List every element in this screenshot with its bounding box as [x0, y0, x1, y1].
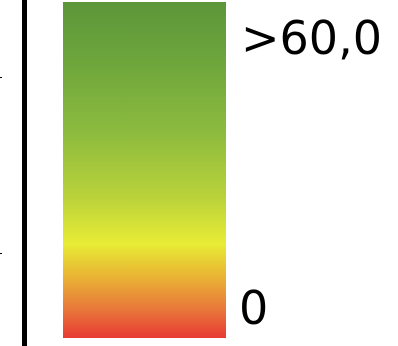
- vertical-axis-line: [22, 0, 27, 346]
- legend-max-label: >60,0: [241, 11, 382, 65]
- axis-tick-upper: [0, 77, 2, 78]
- legend-min-label: 0: [239, 281, 269, 335]
- color-scale-bar: [63, 2, 226, 338]
- axis-tick-lower: [0, 253, 2, 254]
